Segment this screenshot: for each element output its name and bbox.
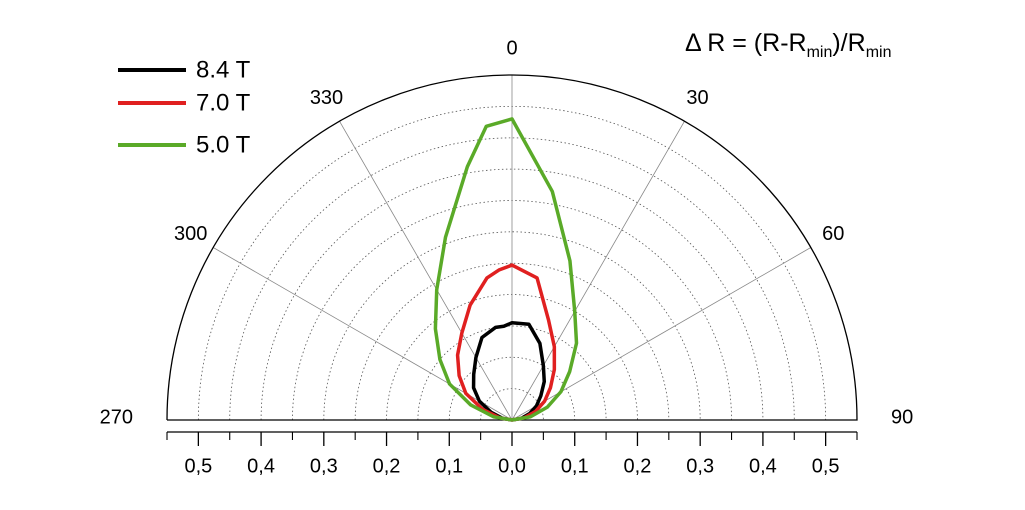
annotation-sub: min <box>866 44 892 61</box>
annotation-sub: min <box>807 44 833 61</box>
theta-tick-label: 90 <box>891 406 913 428</box>
r-grid-circle <box>448 357 576 421</box>
polar-frame <box>166 74 858 421</box>
x-tick-label: 0,3 <box>686 455 714 477</box>
x-tick-label: 0,1 <box>561 455 589 477</box>
theta-tick-label: 270 <box>100 406 133 428</box>
x-tick-label: 0,2 <box>624 455 652 477</box>
annotation-part: )/R <box>832 29 865 57</box>
r-grid-circle <box>260 168 764 421</box>
x-tick-label: 0,2 <box>373 455 401 477</box>
x-tick-label: 0,5 <box>812 455 840 477</box>
theta-tick-label: 300 <box>174 223 207 245</box>
legend-label: 5.0 T <box>196 131 251 158</box>
legend-label: 7.0 T <box>196 89 251 116</box>
legend-label: 8.4 T <box>196 56 251 83</box>
series-line <box>471 321 547 422</box>
theta-grid-line <box>213 247 513 421</box>
series-line <box>455 263 557 422</box>
x-tick-label: 0,4 <box>247 455 275 477</box>
x-tick-label: 0,1 <box>435 455 463 477</box>
theta-grid-line <box>511 121 685 421</box>
annotation-part: Δ R = (R-R <box>685 29 807 57</box>
theta-tick-label: 0 <box>506 37 517 59</box>
x-tick-label: 0,4 <box>749 455 777 477</box>
x-tick-label: 0,0 <box>498 455 526 477</box>
theta-grid-line <box>339 121 513 421</box>
x-tick-label: 0,5 <box>184 455 212 477</box>
r-grid-circle <box>354 262 670 421</box>
x-tick-label: 0,3 <box>310 455 338 477</box>
theta-tick-label: 30 <box>686 87 708 109</box>
annotation: Δ R = (R-Rmin)/Rmin <box>685 29 891 62</box>
theta-tick-label: 60 <box>822 223 844 245</box>
series-line <box>433 117 579 422</box>
theta-tick-label: 330 <box>310 87 343 109</box>
r-grid-circle <box>323 231 701 421</box>
